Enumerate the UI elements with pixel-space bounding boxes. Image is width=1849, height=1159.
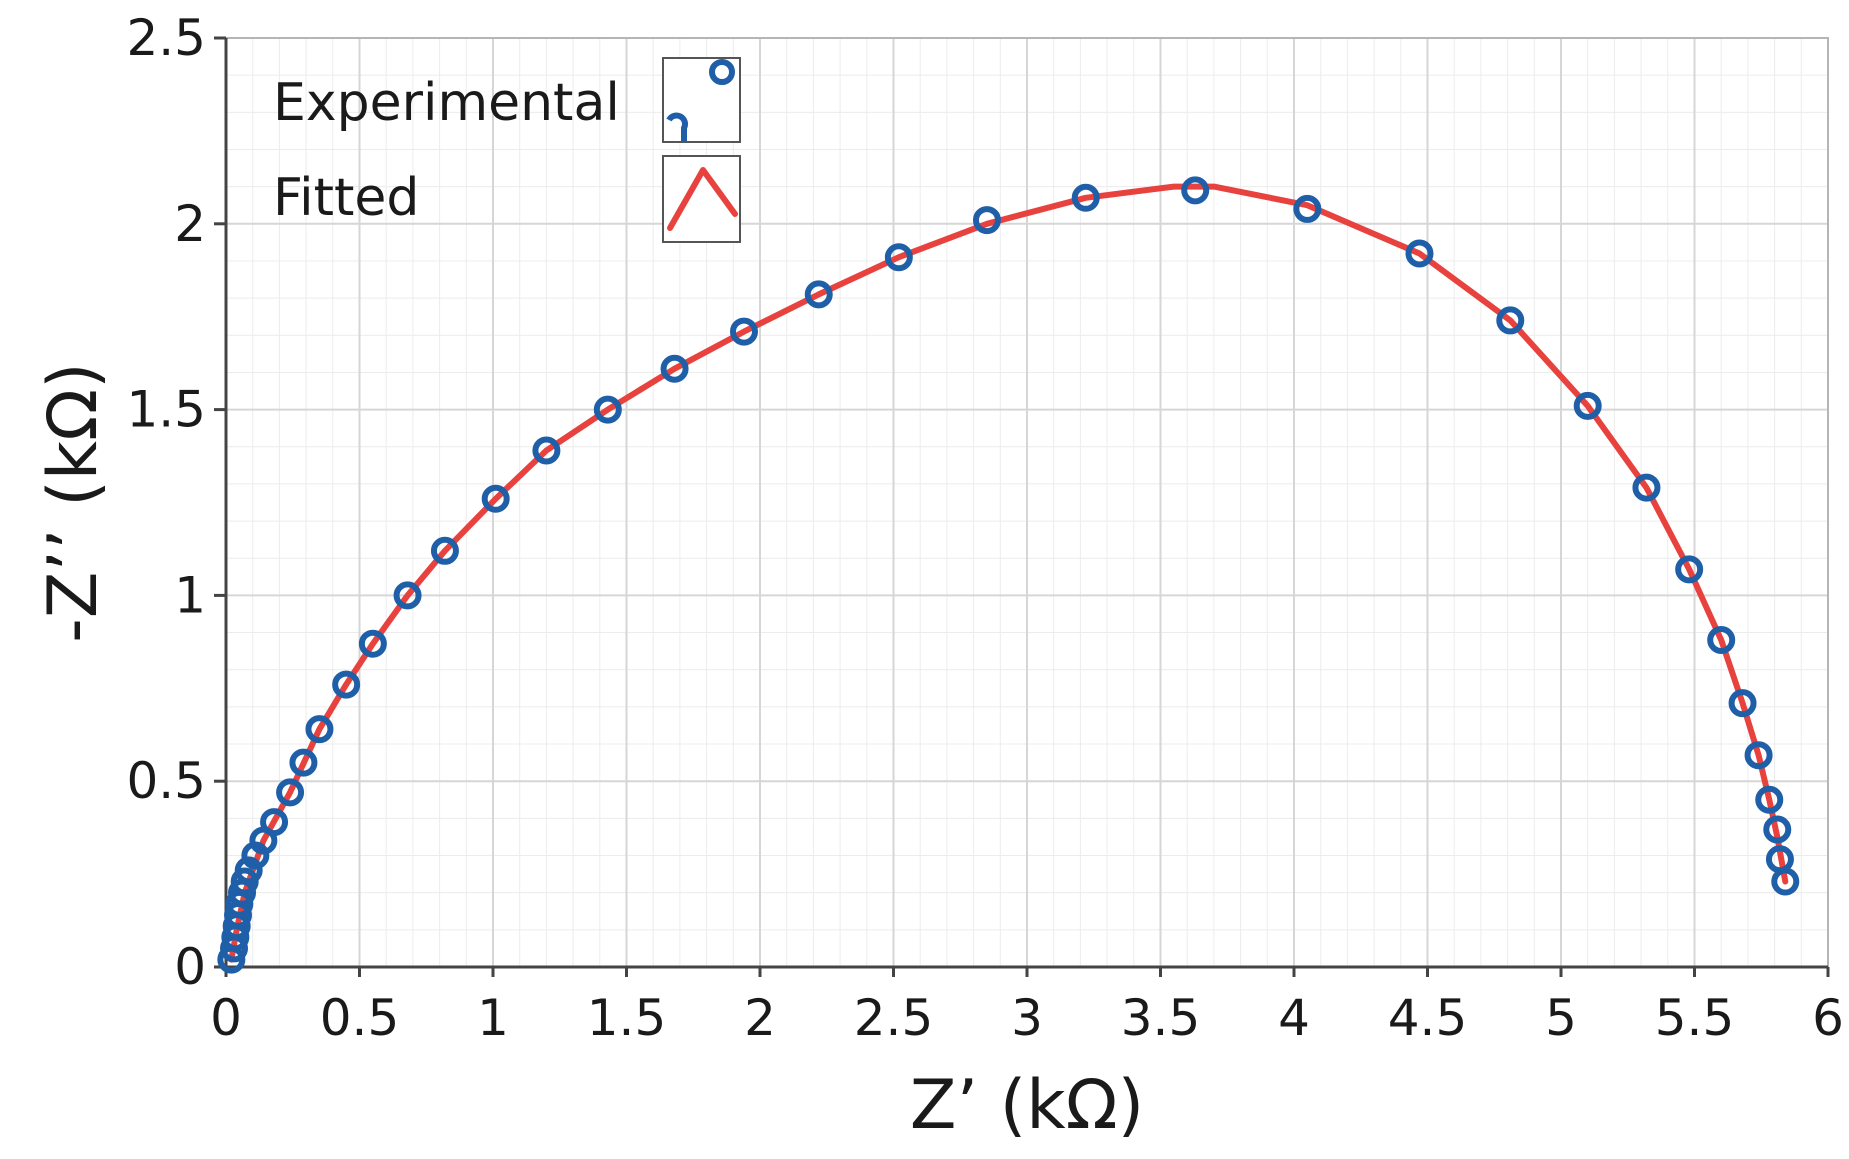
experimental-point bbox=[1573, 391, 1602, 420]
legend: Experimental Fitted bbox=[273, 57, 741, 243]
x-tick-label: 6 bbox=[1812, 989, 1844, 1047]
experimental-point bbox=[1071, 183, 1100, 212]
fitted-series bbox=[228, 183, 1789, 963]
experimental-point bbox=[972, 206, 1001, 235]
experimental-point bbox=[884, 243, 913, 272]
experimental-point bbox=[332, 670, 361, 699]
experimental-point bbox=[1744, 741, 1773, 770]
x-tick-label: 2 bbox=[744, 989, 776, 1047]
y-tick-label: 0.5 bbox=[126, 752, 206, 810]
y-axis-ticks: 0 0.5 1 1.5 2 2.5 bbox=[126, 9, 228, 996]
x-tick-label: 4.5 bbox=[1388, 989, 1468, 1047]
x-tick-label: 3.5 bbox=[1121, 989, 1201, 1047]
experimental-point bbox=[1763, 815, 1792, 844]
x-tick-label: 0 bbox=[210, 989, 242, 1047]
x-tick-label: 1.5 bbox=[587, 989, 667, 1047]
experimental-point bbox=[481, 484, 510, 513]
experimental-point bbox=[532, 436, 561, 465]
experimental-point bbox=[1707, 625, 1736, 654]
experimental-point bbox=[1755, 785, 1784, 814]
legend-marker-partial bbox=[666, 112, 688, 142]
legend-glyph-fitted bbox=[667, 167, 738, 231]
experimental-series bbox=[217, 176, 1800, 974]
experimental-point bbox=[1293, 194, 1322, 223]
experimental-point bbox=[430, 536, 459, 565]
y-tick-label: 1 bbox=[174, 566, 206, 624]
y-tick-label: 1.5 bbox=[126, 381, 206, 439]
experimental-point bbox=[305, 715, 334, 744]
y-tick-label: 0 bbox=[174, 938, 206, 996]
y-tick-label: 2 bbox=[174, 195, 206, 253]
experimental-point bbox=[1181, 176, 1210, 205]
x-axis-title: Z’ (kΩ) bbox=[910, 1066, 1144, 1145]
x-tick-label: 1 bbox=[477, 989, 509, 1047]
x-tick-label: 0.5 bbox=[320, 989, 400, 1047]
experimental-point bbox=[260, 808, 289, 837]
y-tick-label: 2.5 bbox=[126, 9, 206, 67]
experimental-point bbox=[804, 280, 833, 309]
fitted-line bbox=[228, 183, 1789, 963]
x-tick-label: 3 bbox=[1011, 989, 1043, 1047]
experimental-point bbox=[358, 629, 387, 658]
experimental-point bbox=[1632, 473, 1661, 502]
x-tick-label: 5 bbox=[1545, 989, 1577, 1047]
experimental-point bbox=[593, 395, 622, 424]
x-tick-label: 2.5 bbox=[854, 989, 934, 1047]
x-tick-label: 4 bbox=[1278, 989, 1310, 1047]
experimental-point bbox=[234, 856, 263, 885]
experimental-point bbox=[276, 778, 305, 807]
x-axis-ticks: 0 0.5 1 1.5 2 2.5 3 3.5 4 4.5 5 5.5 6 bbox=[210, 965, 1844, 1047]
experimental-point bbox=[289, 748, 318, 777]
experimental-point bbox=[393, 581, 422, 610]
experimental-point bbox=[729, 317, 758, 346]
legend-marker bbox=[709, 59, 735, 85]
experimental-point bbox=[1405, 239, 1434, 268]
experimental-point bbox=[1496, 306, 1525, 335]
legend-label-fitted: Fitted bbox=[273, 168, 419, 228]
experimental-point bbox=[1771, 867, 1800, 896]
legend-glyph-experimental bbox=[666, 59, 735, 142]
y-axis-title: -Z’’ (kΩ) bbox=[34, 362, 113, 642]
x-tick-label: 5.5 bbox=[1655, 989, 1735, 1047]
experimental-point bbox=[1728, 689, 1757, 718]
experimental-point bbox=[1675, 555, 1704, 584]
legend-swatch-experimental bbox=[662, 57, 741, 143]
experimental-point bbox=[660, 354, 689, 383]
legend-label-experimental: Experimental bbox=[273, 73, 620, 133]
